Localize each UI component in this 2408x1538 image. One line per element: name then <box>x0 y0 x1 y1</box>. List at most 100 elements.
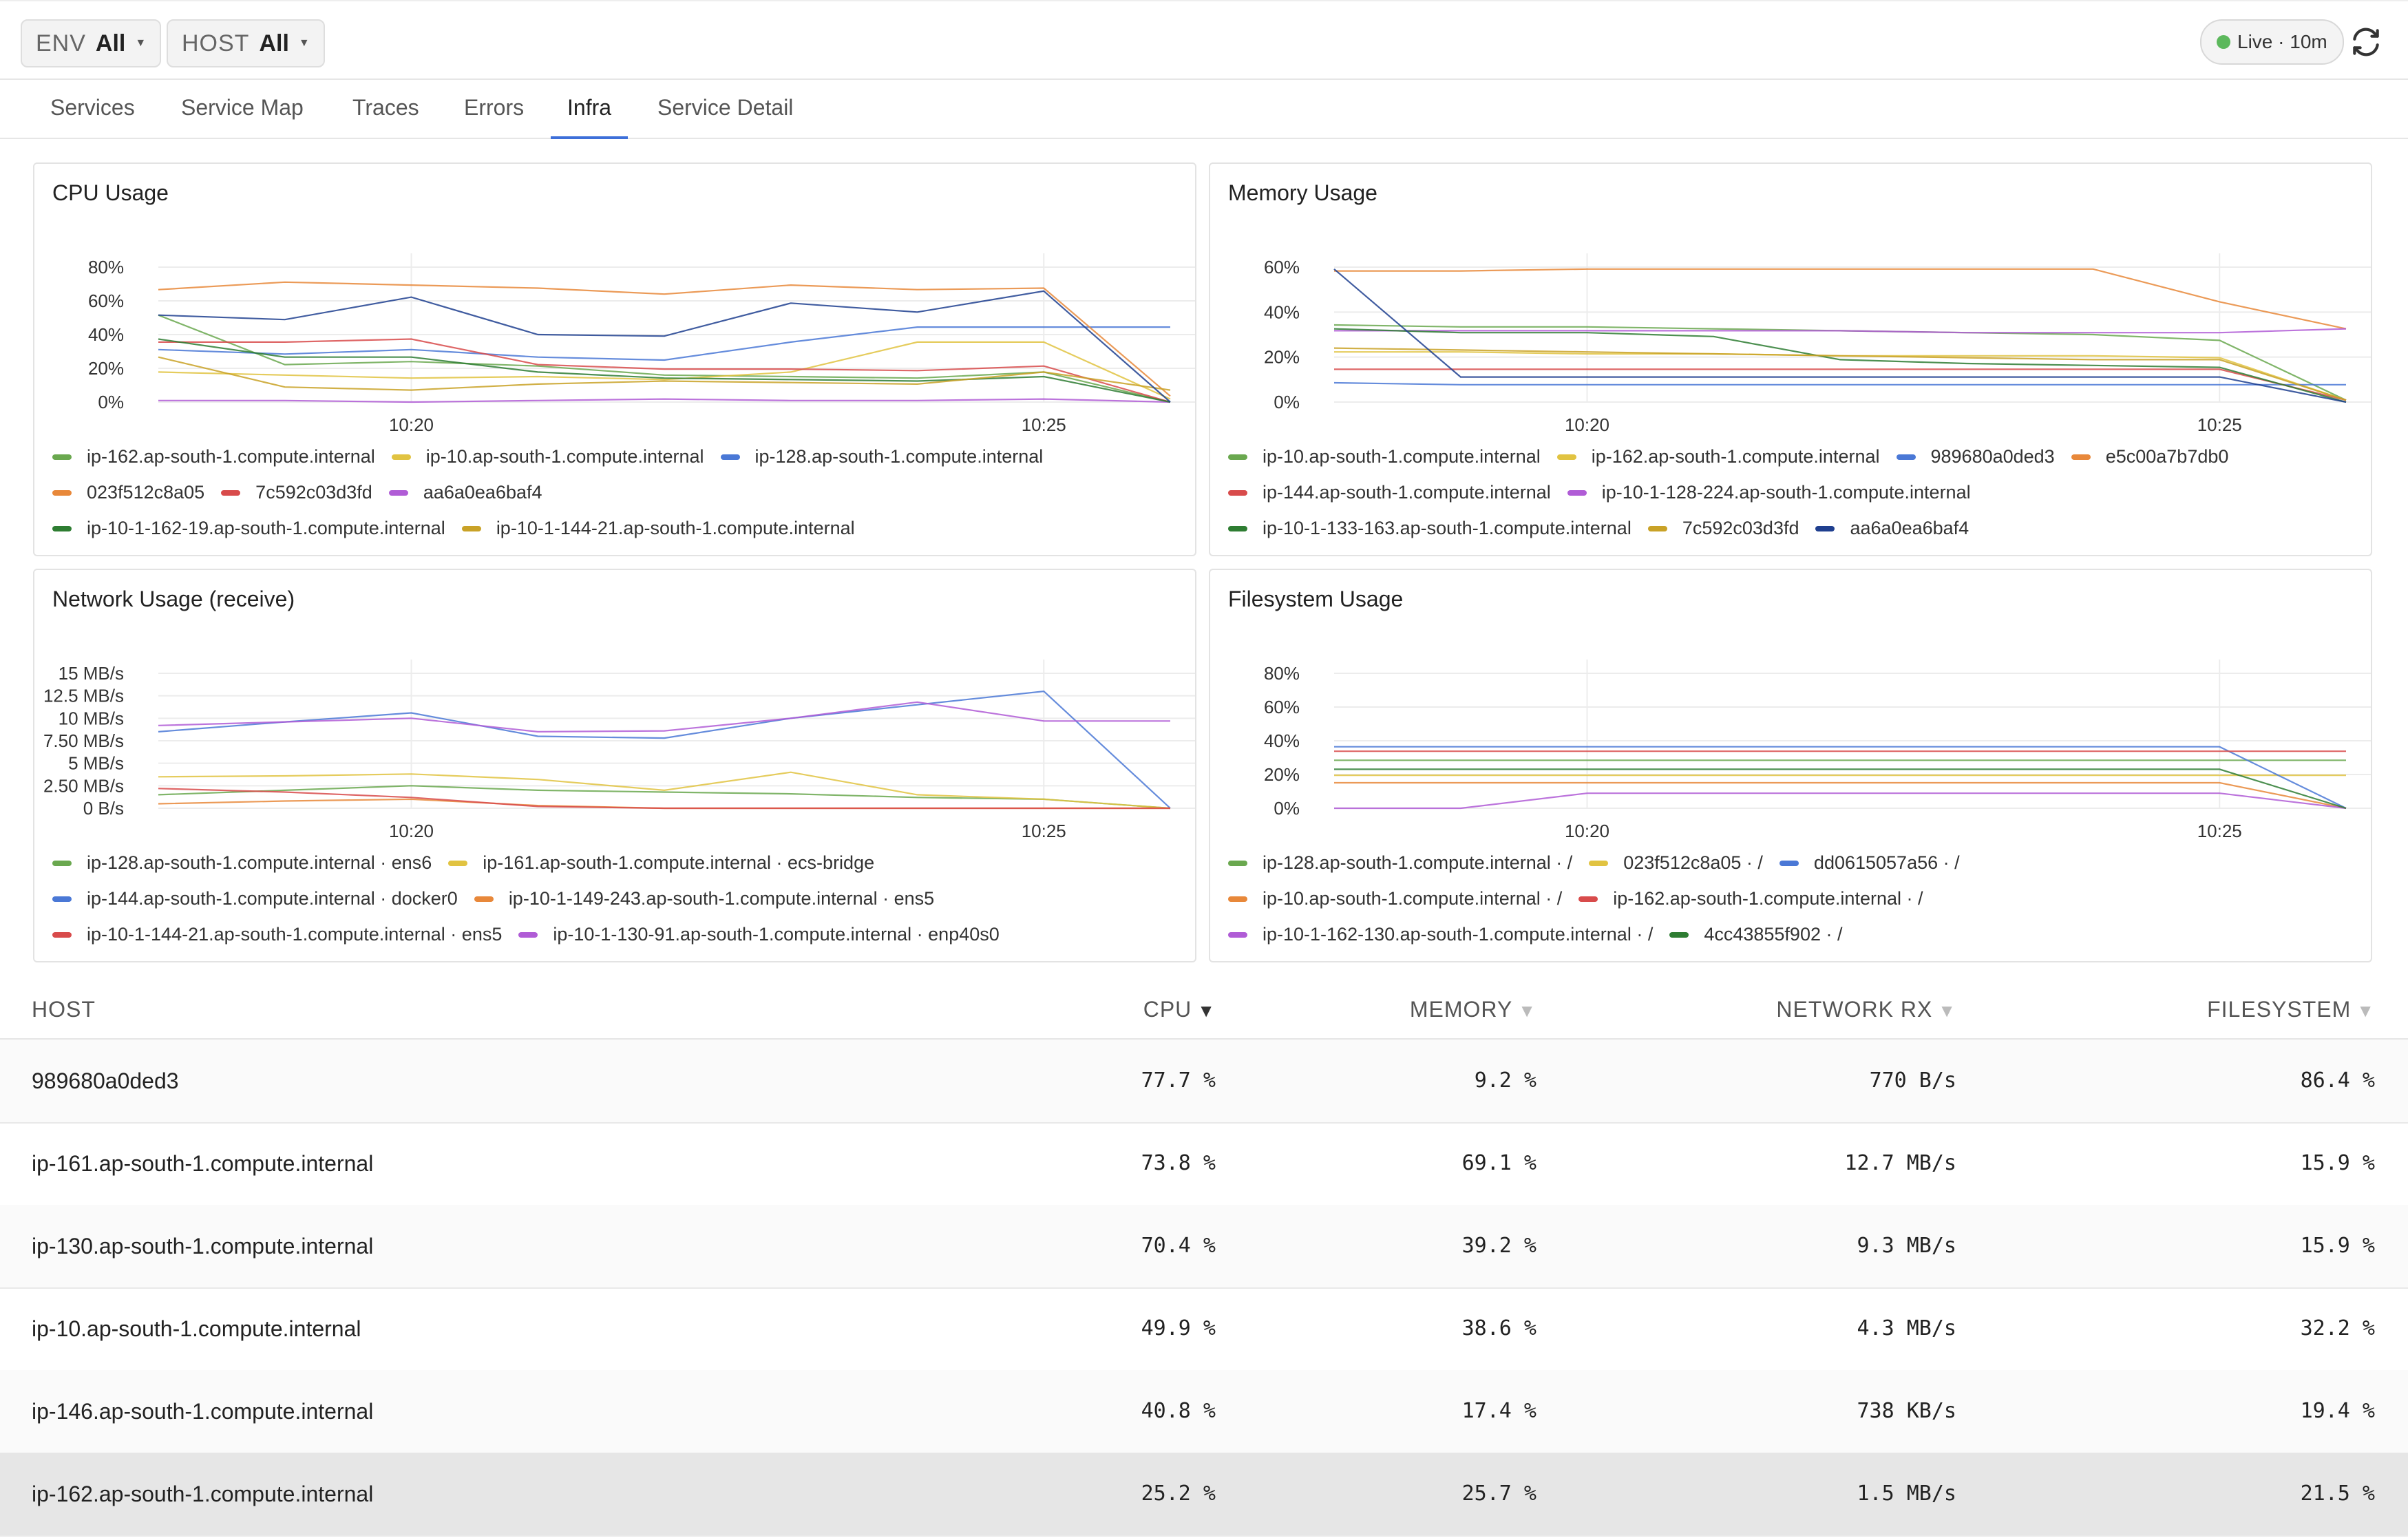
legend-item[interactable]: ip-128.ap-south-1.compute.internal · / <box>1228 852 1572 874</box>
legend-item[interactable]: dd0615057a56 · / <box>1779 852 1960 874</box>
y-tick-label: 40% <box>1264 730 1300 751</box>
table-row[interactable]: ip-10.ap-south-1.compute.internal 49.9 %… <box>0 1287 2408 1371</box>
table-row[interactable]: ip-146.ap-south-1.compute.internal 40.8 … <box>0 1370 2408 1454</box>
series-line <box>1333 347 2347 401</box>
tab-services[interactable]: Services <box>50 95 135 120</box>
y-tick-label: 80% <box>1264 663 1300 684</box>
tab-infra[interactable]: Infra <box>550 77 629 139</box>
legend-item[interactable]: 023f512c8a05 <box>52 482 204 503</box>
tab-service-detail[interactable]: Service Detail <box>657 95 794 120</box>
legend-row: ip-10-1-162-130.ap-south-1.compute.inter… <box>1228 924 1859 945</box>
legend-item[interactable]: ip-10.ap-south-1.compute.internal <box>1228 446 1541 467</box>
memory-column-header[interactable]: MEMORY ▼ <box>1410 980 1536 1038</box>
table-row[interactable]: 989680a0ded3 77.7 % 9.2 % 770 B/s 86.4 % <box>0 1040 2408 1124</box>
tab-service-map[interactable]: Service Map <box>181 95 304 120</box>
tab-errors[interactable]: Errors <box>464 95 525 120</box>
legend-label: dd0615057a56 · / <box>1813 852 1960 873</box>
legend-row: ip-10.ap-south-1.compute.internal ip-162.… <box>1228 446 2245 467</box>
legend-label: ip-144.ap-south-1.compute.internal · doc… <box>87 888 458 909</box>
memory-cell: 69.1 % <box>1461 1151 1536 1175</box>
legend-item[interactable]: ip-10-1-133-163.ap-south-1.compute.inter… <box>1228 518 1631 539</box>
live-label: Live · 10m <box>2237 31 2327 52</box>
legend-label: ip-10-1-144-21.ap-south-1.compute.intern… <box>496 518 855 538</box>
network-cell: 738 KB/s <box>1857 1399 1957 1423</box>
x-tick-label: 10:20 <box>1565 414 1609 435</box>
legend-item[interactable]: aa6a0ea6baf4 <box>1815 518 1969 539</box>
network-cell: 9.3 MB/s <box>1857 1234 1957 1258</box>
memory-cell: 39.2 % <box>1461 1234 1536 1258</box>
tab-traces[interactable]: Traces <box>352 95 419 120</box>
filesystem-cell: 86.4 % <box>2300 1068 2375 1093</box>
legend-item[interactable]: ip-10.ap-south-1.compute.internal <box>391 446 704 467</box>
legend-swatch <box>1556 454 1576 460</box>
series-line <box>1334 746 2347 809</box>
network-cell: 770 B/s <box>1869 1068 1956 1093</box>
legend-label: ip-10-1-130-91.ap-south-1.compute.intern… <box>553 924 1000 945</box>
cpu-cell: 70.4 % <box>1141 1234 1216 1258</box>
series-line <box>1334 792 2347 810</box>
legend-row: ip-128.ap-south-1.compute.internal · / 02… <box>1228 852 1976 874</box>
series-line <box>158 290 1171 403</box>
table-row[interactable]: ip-130.ap-south-1.compute.internal 70.4 … <box>0 1205 2408 1289</box>
legend-item[interactable]: ip-10-1-149-243.ap-south-1.compute.inter… <box>474 888 934 909</box>
legend-item[interactable]: 989680a0ded3 <box>1896 446 2055 467</box>
legend-item[interactable]: ip-10.ap-south-1.compute.internal · / <box>1228 888 1562 909</box>
cpu-column-header[interactable]: CPU ▼ <box>1143 980 1216 1038</box>
series-line <box>158 314 1171 403</box>
network-column-header[interactable]: NETWORK RX ▼ <box>1776 980 1956 1038</box>
legend-item[interactable]: ip-128.ap-south-1.compute.internal <box>720 446 1043 467</box>
legend-label: 989680a0ded3 <box>1930 446 2055 467</box>
tab-bar: Services Service Map Traces Errors Infra… <box>0 77 2408 139</box>
filesystem-column-header[interactable]: FILESYSTEM ▼ <box>2207 980 2375 1038</box>
live-toggle[interactable]: Live · 10m <box>2200 19 2344 65</box>
y-tick-label: 20% <box>1264 764 1300 785</box>
legend-item[interactable]: 7c592c03d3fd <box>221 482 372 503</box>
legend-label: ip-10-1-162-19.ap-south-1.compute.intern… <box>87 518 445 538</box>
legend-item[interactable]: ip-162.ap-south-1.compute.internal <box>1556 446 1880 467</box>
series-line <box>158 341 1171 400</box>
legend-swatch <box>1228 931 1247 938</box>
legend-item[interactable]: ip-144.ap-south-1.compute.internal · doc… <box>52 888 458 909</box>
legend-item[interactable]: e5c00a7b7db0 <box>2071 446 2228 467</box>
memory-usage-chart: 0% 20% 40% 60% 10:20 10:25 <box>1264 253 2371 435</box>
legend-item[interactable]: ip-10-1-162-19.ap-south-1.compute.intern… <box>52 518 445 539</box>
legend-item[interactable]: 4cc43855f902 · / <box>1669 924 1842 945</box>
series-line <box>1333 324 2347 401</box>
host-header-label: HOST <box>32 997 96 1022</box>
legend-item[interactable]: ip-161.ap-south-1.compute.internal · ecs… <box>448 852 874 874</box>
host-column-header[interactable]: HOST <box>32 980 96 1038</box>
legend-swatch <box>1228 896 1247 902</box>
host-filter[interactable]: HOST All ▼ <box>167 19 325 67</box>
legend-item[interactable]: ip-10-1-162-130.ap-south-1.compute.inter… <box>1228 924 1653 945</box>
legend-swatch <box>474 896 494 902</box>
table-row[interactable]: ip-161.ap-south-1.compute.internal 73.8 … <box>0 1122 2408 1206</box>
y-tick-label: 10 MB/s <box>59 708 124 728</box>
legend-row: 023f512c8a05 7c592c03d3fd aa6a0ea6baf4 <box>52 482 559 503</box>
legend-item[interactable]: aa6a0ea6baf4 <box>388 482 542 503</box>
table-row-selected[interactable]: ip-162.ap-south-1.compute.internal 25.2 … <box>0 1453 2408 1537</box>
filesystem-cell: 15.9 % <box>2300 1151 2375 1175</box>
filesystem-cell: 21.5 % <box>2300 1482 2375 1506</box>
legend-item[interactable]: ip-128.ap-south-1.compute.internal · ens… <box>52 852 432 874</box>
legend-item[interactable]: ip-162.ap-south-1.compute.internal <box>52 446 375 467</box>
host-cell: ip-146.ap-south-1.compute.internal <box>32 1399 374 1424</box>
memory-cell: 9.2 % <box>1474 1068 1536 1093</box>
legend-item[interactable]: ip-10-1-128-224.ap-south-1.compute.inter… <box>1567 482 1971 503</box>
cpu-header-label: CPU <box>1143 997 1192 1022</box>
refresh-icon[interactable] <box>2349 25 2383 59</box>
series-line <box>1334 328 2347 334</box>
series-line <box>1333 328 2347 403</box>
legend-item[interactable]: ip-162.ap-south-1.compute.internal · / <box>1578 888 1923 909</box>
env-filter-key: ENV <box>36 30 86 56</box>
legend-item[interactable]: ip-10-1-130-91.ap-south-1.compute.intern… <box>518 924 1000 945</box>
legend-item[interactable]: ip-10-1-144-21.ap-south-1.compute.intern… <box>461 518 855 539</box>
legend-row: ip-10.ap-south-1.compute.internal · / ip-… <box>1228 888 1939 909</box>
legend-label: ip-144.ap-south-1.compute.internal <box>1263 482 1551 503</box>
live-status-dot <box>2217 35 2230 49</box>
series-line <box>1334 768 2347 810</box>
legend-item[interactable]: 7c592c03d3fd <box>1647 518 1799 539</box>
legend-item[interactable]: 023f512c8a05 · / <box>1589 852 1763 874</box>
legend-item[interactable]: ip-10-1-144-21.ap-south-1.compute.intern… <box>52 924 502 945</box>
legend-item[interactable]: ip-144.ap-south-1.compute.internal <box>1228 482 1551 503</box>
env-filter[interactable]: ENV All ▼ <box>21 19 162 67</box>
